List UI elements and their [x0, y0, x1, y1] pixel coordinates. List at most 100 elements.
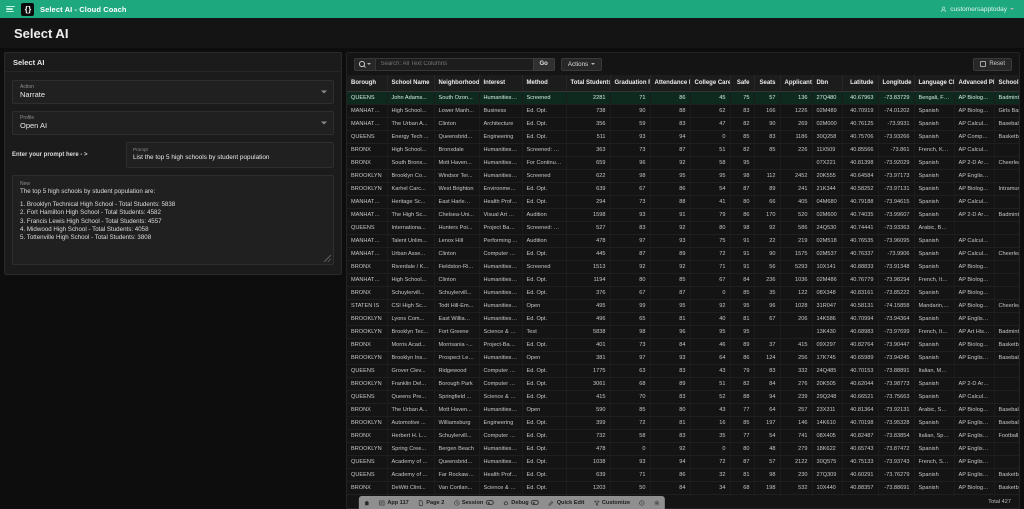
table-cell: -73.97173 — [878, 169, 915, 183]
column-header[interactable]: School Name — [387, 75, 435, 92]
table-row[interactable]: QUEENSEric High Sc...Richmond HillHumani… — [347, 494, 1019, 497]
dev-toolbar-item[interactable]: Debug — [503, 500, 540, 506]
dev-toolbar-item[interactable] — [364, 500, 370, 506]
table-cell: 94 — [650, 130, 691, 144]
table-row[interactable]: BRONX Herbert H. L... Schuylervill... Compu… — [347, 429, 1019, 443]
resize-handle-icon[interactable] — [324, 255, 331, 262]
table-cell: Heritage Sc... — [387, 195, 435, 209]
table-row[interactable]: QUEENS Queens Pre... Springfield ... Scienc… — [347, 390, 1019, 404]
table-row[interactable]: BRONX DeWitt Clint... Van Cortlan... Scienc… — [347, 481, 1019, 495]
table-row[interactable]: QUEENS Energy Tech ... Queensbrid... Engine… — [347, 130, 1019, 144]
table-cell — [994, 312, 1019, 326]
column-header[interactable]: Advanced Plac — [954, 75, 995, 92]
column-header[interactable]: Longitude — [878, 75, 915, 92]
toggle-pill-icon[interactable] — [531, 500, 540, 505]
table-cell: 1598 — [566, 208, 611, 222]
dev-toolbar-item[interactable]: Page 2 — [418, 500, 444, 506]
dev-toolbar-item[interactable] — [654, 500, 660, 506]
action-select[interactable]: Action Narrate — [12, 80, 334, 104]
table-row[interactable]: MANHATTAN High School... Clinton Humanities… — [347, 273, 1019, 287]
table-cell: Screened: La... — [522, 221, 567, 235]
search-group: Go — [354, 57, 555, 71]
table-row[interactable]: BROOKLYN Automotive ... Williamsburg Engine… — [347, 416, 1019, 430]
column-header[interactable]: Total Students — [566, 75, 611, 92]
report-table-scroll[interactable]: Borough School Name Neighborhood Interest Me… — [347, 75, 1019, 497]
table-row[interactable]: MANHATTAN Urban Asse... Clinton Computer S.… — [347, 247, 1019, 261]
table-row[interactable]: BRONX Schuylervill... Schuylervill... Human… — [347, 286, 1019, 300]
table-row[interactable]: BROOKLYN Brooklyn Co... Windsor Ter... Huma… — [347, 169, 1019, 183]
column-header[interactable]: School Sports — [994, 75, 1019, 92]
go-button[interactable]: Go — [532, 57, 555, 71]
dev-toolbar-item[interactable] — [639, 499, 645, 506]
column-header[interactable]: Seats — [754, 75, 781, 92]
user-menu[interactable]: customersapptoday — [940, 6, 1018, 13]
column-header[interactable]: Method — [522, 75, 567, 92]
table-row[interactable]: BRONX South Bronx... Mott Haven... Humaniti… — [347, 156, 1019, 170]
column-header[interactable]: Dbn — [812, 75, 843, 92]
table-cell: Spanish — [914, 390, 955, 404]
table-row[interactable]: BROOKLYN Karhel Carc... West Brighton Envir… — [347, 182, 1019, 196]
table-cell: Mandarin, S... — [914, 299, 955, 313]
table-row[interactable]: BRONX The Urban A... Mott Haven... Humaniti… — [347, 403, 1019, 417]
column-header[interactable]: Latitude — [842, 75, 879, 92]
table-cell: 148 — [754, 494, 781, 497]
profile-select[interactable]: Profile Open AI — [12, 111, 334, 135]
table-cell: 10X440 — [812, 481, 843, 495]
table-row[interactable]: BRONX Morris Acad... Morrisania -... Projec… — [347, 338, 1019, 352]
table-row[interactable]: MANHATTAN The Urban A... Clinton Architectu… — [347, 117, 1019, 131]
table-cell: Humanities ... — [479, 286, 523, 300]
table-row[interactable]: STATEN IS CSI High Sc... Todt Hill-Em... Hu… — [347, 299, 1019, 313]
table-header-row: Borough School Name Neighborhood Interest Me… — [347, 75, 1019, 92]
table-row[interactable]: MANHATTAN High School... Lower Manh... Busi… — [347, 104, 1019, 118]
table-row[interactable]: BROOKLYN Brooklyn Ins... Prospect Lef... Hu… — [347, 351, 1019, 365]
table-row[interactable]: MANHATTAN Heritage Sc... East Harlem ... He… — [347, 195, 1019, 209]
table-row[interactable]: BRONX High School... Bronxdale Humanities .… — [347, 143, 1019, 157]
dev-toolbar-item[interactable]: Customize — [593, 500, 630, 506]
dev-toolbar-item[interactable]: Session — [453, 500, 494, 506]
column-header[interactable]: College Career — [690, 75, 731, 92]
column-header[interactable]: Language Class — [914, 75, 955, 92]
column-header[interactable]: Graduation Rat — [610, 75, 651, 92]
table-cell: Lenox Hill — [434, 234, 480, 248]
table-row[interactable]: BROOKLYN Franklin Del... Borough Park Compu… — [347, 377, 1019, 391]
table-cell: 02M600 — [812, 208, 843, 222]
reset-button[interactable]: Reset — [973, 57, 1012, 71]
table-row[interactable]: BROOKLYN Lyons Com... East Williams... Huma… — [347, 312, 1019, 326]
table-row[interactable]: QUEENS Internationa... Hunters Poi... Proje… — [347, 221, 1019, 235]
table-row[interactable]: QUEENS Grover Clev... Ridgewood Computer S.… — [347, 364, 1019, 378]
table-cell: 146 — [780, 416, 813, 430]
table-row[interactable]: BROOKLYN Brooklyn Tec... Fort Greene Scienc… — [347, 325, 1019, 339]
table-row[interactable]: BROOKLYN Spring Cree... Bergen Beach Humani… — [347, 442, 1019, 456]
dev-toolbar-item[interactable]: Quick Edit — [548, 500, 584, 506]
column-header[interactable]: Borough — [347, 75, 388, 92]
result-textarea[interactable]: New The top 5 high schools by student po… — [12, 175, 334, 265]
table-row[interactable]: MANHATTAN Talent Unlim... Lenox Hill Perfor… — [347, 234, 1019, 248]
actions-button[interactable]: Actions — [560, 57, 603, 71]
search-column-selector[interactable] — [354, 57, 375, 71]
table-cell: Brooklyn Ins... — [387, 351, 435, 365]
dev-toolbar-item[interactable]: App 117 — [379, 500, 409, 506]
table-cell: Audition — [522, 208, 567, 222]
column-header[interactable]: Neighborhood — [434, 75, 480, 92]
table-cell: 206 — [780, 312, 813, 326]
table-row[interactable]: BRONX Riverdale / K... Fieldston-Ri... Huma… — [347, 260, 1019, 274]
table-row[interactable]: QUEENS John Adams... South Ozon... Humaniti… — [347, 91, 1019, 105]
table-cell: High School... — [387, 104, 435, 118]
column-header[interactable]: Applicants — [780, 75, 813, 92]
toggle-pill-icon[interactable] — [485, 500, 494, 505]
search-input[interactable] — [374, 57, 533, 71]
developer-toolbar[interactable]: App 117 Page 2 Session Debug Quick Edit Custo… — [358, 496, 666, 509]
column-header[interactable]: Safe — [730, 75, 755, 92]
table-row[interactable]: QUEENS Academy of ... Queensbrid... Humanit… — [347, 455, 1019, 469]
prompt-input[interactable]: Prompt List the top 5 high schools by st… — [126, 142, 334, 168]
table-row[interactable]: MANHATTAN The High Sc... Chelsea-Uni... Vis… — [347, 208, 1019, 222]
table-cell: 84 — [650, 338, 691, 352]
table-cell: -73.94364 — [878, 312, 915, 326]
app-icon — [379, 500, 385, 505]
table-row[interactable]: QUEENS Academy of ... Far Rockawa... Health… — [347, 468, 1019, 482]
column-header[interactable]: Attendance Ra — [650, 75, 691, 92]
table-cell: QUEENS — [347, 130, 388, 144]
table-cell: 67 — [610, 182, 651, 196]
column-header[interactable]: Interest — [479, 75, 523, 92]
menu-toggle-icon[interactable] — [6, 5, 15, 13]
